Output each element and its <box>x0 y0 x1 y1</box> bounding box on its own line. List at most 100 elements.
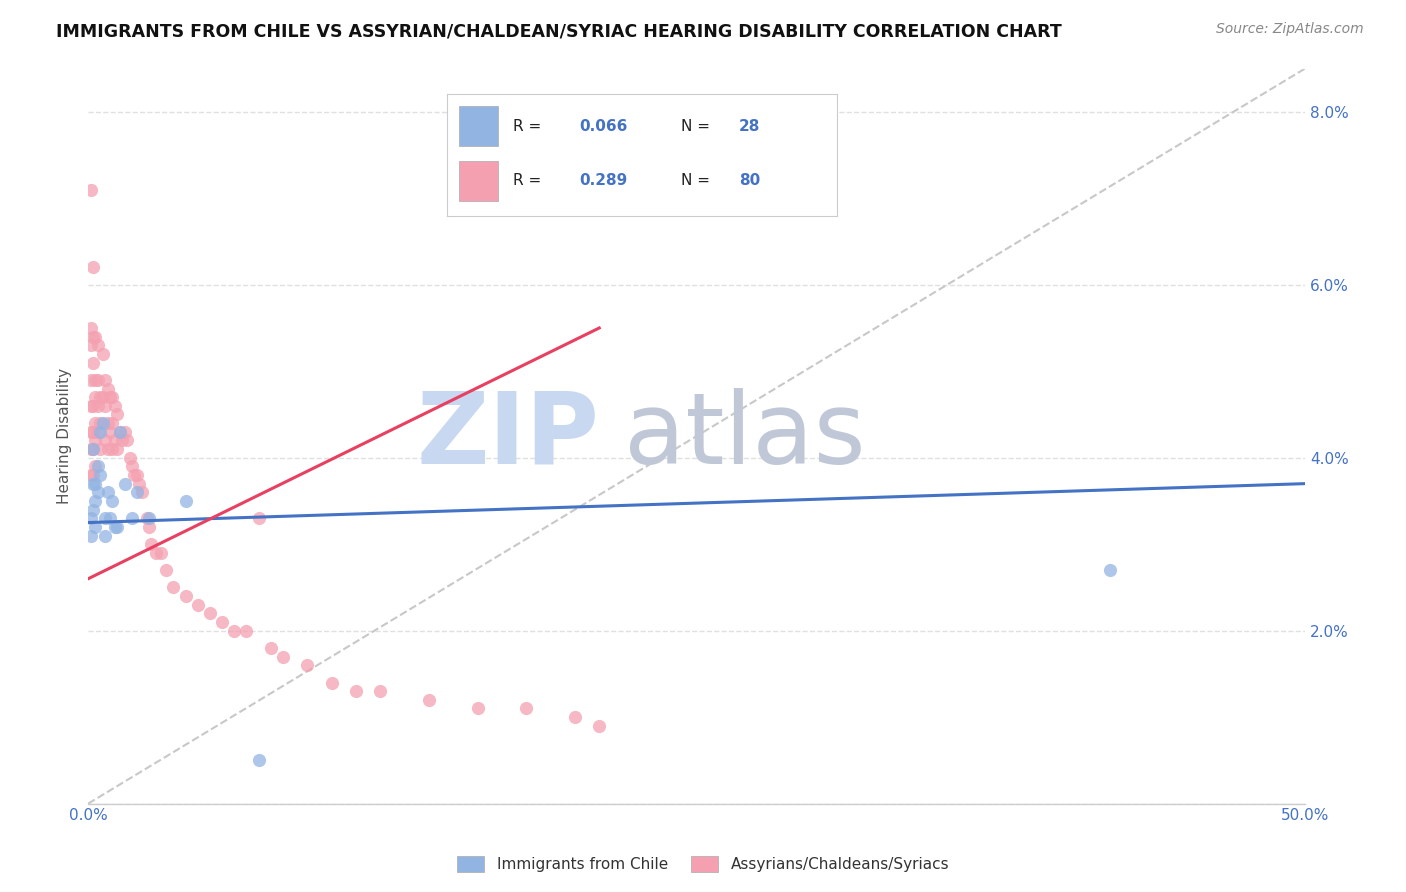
Text: Source: ZipAtlas.com: Source: ZipAtlas.com <box>1216 22 1364 37</box>
Point <box>174 589 197 603</box>
Point <box>79 321 101 335</box>
Point <box>91 390 114 404</box>
Point <box>224 624 246 638</box>
Point <box>162 581 184 595</box>
Point <box>84 494 107 508</box>
Point <box>98 390 121 404</box>
Point <box>97 442 120 456</box>
Y-axis label: Hearing Disability: Hearing Disability <box>58 368 72 504</box>
Point <box>118 450 141 465</box>
Point <box>295 658 318 673</box>
Point <box>82 467 104 482</box>
Point <box>87 485 110 500</box>
Point <box>131 485 153 500</box>
Point <box>114 476 136 491</box>
Point <box>128 476 150 491</box>
Point <box>91 347 114 361</box>
Point <box>467 701 489 715</box>
Point <box>82 442 104 456</box>
Point <box>564 710 586 724</box>
Point <box>89 467 111 482</box>
Point <box>87 399 110 413</box>
Point <box>174 494 197 508</box>
Point <box>79 467 101 482</box>
Point <box>101 494 124 508</box>
Point <box>135 511 157 525</box>
Point <box>105 520 128 534</box>
Point <box>79 442 101 456</box>
Point <box>94 434 117 448</box>
Point <box>321 675 343 690</box>
Point <box>79 338 101 352</box>
Point <box>79 373 101 387</box>
Point <box>82 502 104 516</box>
Point <box>187 598 209 612</box>
Point <box>84 416 107 430</box>
Point <box>82 260 104 275</box>
Point <box>368 684 391 698</box>
Point <box>84 434 107 448</box>
Point <box>98 511 121 525</box>
Point <box>211 615 233 629</box>
Point <box>101 442 124 456</box>
Point <box>155 563 177 577</box>
Point <box>121 511 143 525</box>
Point <box>82 425 104 439</box>
Point <box>94 511 117 525</box>
Text: IMMIGRANTS FROM CHILE VS ASSYRIAN/CHALDEAN/SYRIAC HEARING DISABILITY CORRELATION: IMMIGRANTS FROM CHILE VS ASSYRIAN/CHALDE… <box>56 22 1062 40</box>
Point <box>97 416 120 430</box>
Point <box>260 640 283 655</box>
Point <box>94 373 117 387</box>
Point <box>108 425 131 439</box>
Point <box>235 624 257 638</box>
Point <box>79 528 101 542</box>
Point <box>89 416 111 430</box>
Point <box>125 467 148 482</box>
Point <box>121 459 143 474</box>
Point <box>98 425 121 439</box>
Point <box>87 459 110 474</box>
Point <box>97 485 120 500</box>
Point <box>84 520 107 534</box>
Point <box>82 399 104 413</box>
Point <box>79 183 101 197</box>
Point <box>87 338 110 352</box>
Point <box>124 467 146 482</box>
Point <box>94 399 117 413</box>
Point <box>150 546 173 560</box>
Point <box>138 520 160 534</box>
Point <box>141 537 163 551</box>
Point <box>104 520 127 534</box>
Point <box>418 693 440 707</box>
Point <box>82 442 104 456</box>
Point <box>84 373 107 387</box>
Point <box>247 511 270 525</box>
Point <box>89 442 111 456</box>
Point <box>82 329 104 343</box>
Point <box>97 382 120 396</box>
Point <box>105 442 128 456</box>
Point <box>145 546 167 560</box>
Point <box>105 408 128 422</box>
Point <box>101 390 124 404</box>
Point <box>84 329 107 343</box>
Point <box>588 719 610 733</box>
Point <box>84 476 107 491</box>
Point <box>101 416 124 430</box>
Point <box>84 459 107 474</box>
Point <box>82 476 104 491</box>
Point <box>79 425 101 439</box>
Point <box>91 416 114 430</box>
Point <box>114 425 136 439</box>
Point <box>84 390 107 404</box>
Point <box>79 511 101 525</box>
Point <box>138 511 160 525</box>
Text: ZIP: ZIP <box>416 387 599 484</box>
Point <box>104 399 127 413</box>
Point <box>82 355 104 369</box>
Text: atlas: atlas <box>624 387 865 484</box>
Point <box>198 607 221 621</box>
Point <box>1099 563 1122 577</box>
Point <box>515 701 537 715</box>
Legend: Immigrants from Chile, Assyrians/Chaldeans/Syriacs: Immigrants from Chile, Assyrians/Chaldea… <box>450 848 956 880</box>
